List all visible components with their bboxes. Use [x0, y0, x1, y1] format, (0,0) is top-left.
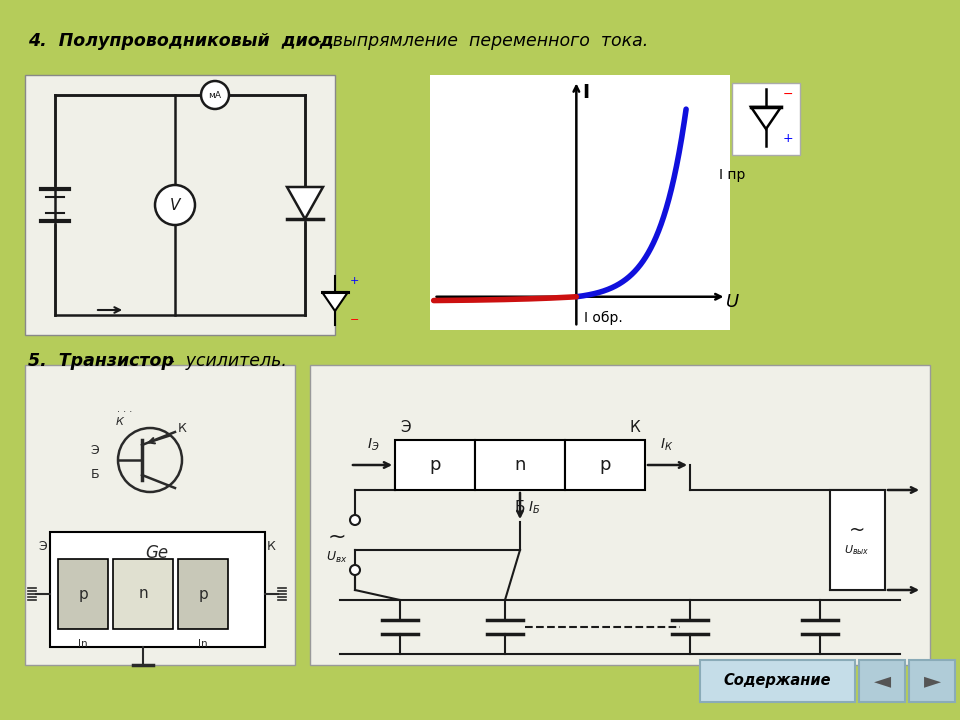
Text: I обр.: I обр.: [584, 311, 622, 325]
Text: p: p: [198, 587, 208, 601]
Polygon shape: [322, 292, 348, 311]
Text: −: −: [783, 88, 794, 101]
Bar: [310, 365, 930, 665]
Text: $I_Б$: $I_Б$: [528, 500, 540, 516]
Text: I: I: [582, 84, 588, 102]
Circle shape: [350, 515, 360, 525]
Polygon shape: [751, 107, 781, 129]
Text: $U_{вх}$: $U_{вх}$: [326, 549, 348, 564]
Text: Б: Б: [90, 469, 99, 482]
Text: -  выпрямление  переменного  тока.: - выпрямление переменного тока.: [310, 32, 648, 50]
Bar: [178, 559, 228, 629]
Text: V: V: [170, 197, 180, 212]
Text: -  усилитель.: - усилитель.: [163, 352, 287, 370]
Text: −: −: [350, 315, 359, 325]
Bar: [395, 440, 475, 490]
Bar: [50, 532, 265, 647]
Bar: [430, 75, 730, 330]
Text: · · ·: · · ·: [117, 407, 132, 417]
Text: $U_{вых}$: $U_{вых}$: [844, 543, 870, 557]
FancyBboxPatch shape: [700, 660, 855, 702]
Text: Ge: Ge: [145, 544, 169, 562]
Bar: [475, 440, 565, 490]
Text: ◄: ◄: [874, 671, 891, 691]
Text: n: n: [138, 587, 148, 601]
Text: Содержание: Содержание: [723, 673, 830, 688]
Text: p: p: [78, 587, 88, 601]
Bar: [830, 490, 885, 590]
Text: К: К: [629, 420, 640, 435]
Text: $I_К$: $I_К$: [660, 436, 674, 453]
Circle shape: [155, 185, 195, 225]
Text: U: U: [727, 293, 739, 311]
Text: Б: Б: [515, 500, 525, 515]
Text: К: К: [267, 540, 276, 553]
Bar: [113, 559, 173, 629]
FancyBboxPatch shape: [859, 660, 905, 702]
Text: р: р: [429, 456, 441, 474]
Text: n: n: [515, 456, 526, 474]
Text: I пр: I пр: [719, 168, 745, 181]
Bar: [565, 440, 645, 490]
Text: Э: Э: [400, 420, 411, 435]
Text: 5.  Транзистор: 5. Транзистор: [28, 352, 174, 370]
Text: мА: мА: [208, 91, 222, 99]
Bar: [25, 75, 335, 335]
Text: ~: ~: [849, 521, 865, 539]
Text: р: р: [599, 456, 611, 474]
Text: К: К: [178, 421, 187, 434]
Bar: [732, 83, 800, 155]
Bar: [58, 559, 108, 629]
Text: In: In: [198, 639, 207, 649]
Text: Э: Э: [90, 444, 100, 456]
Polygon shape: [287, 187, 323, 219]
Text: К: К: [116, 417, 124, 427]
Bar: [25, 365, 295, 665]
Text: Э: Э: [38, 540, 47, 553]
Text: $I_Э$: $I_Э$: [367, 436, 379, 453]
Text: In: In: [78, 639, 87, 649]
Circle shape: [350, 565, 360, 575]
Text: ~: ~: [327, 527, 347, 547]
Text: +: +: [350, 276, 359, 286]
Text: 4.  Полупроводниковый  диод: 4. Полупроводниковый диод: [28, 32, 334, 50]
Text: ►: ►: [924, 671, 941, 691]
Text: +: +: [783, 132, 794, 145]
FancyBboxPatch shape: [909, 660, 955, 702]
Circle shape: [201, 81, 229, 109]
